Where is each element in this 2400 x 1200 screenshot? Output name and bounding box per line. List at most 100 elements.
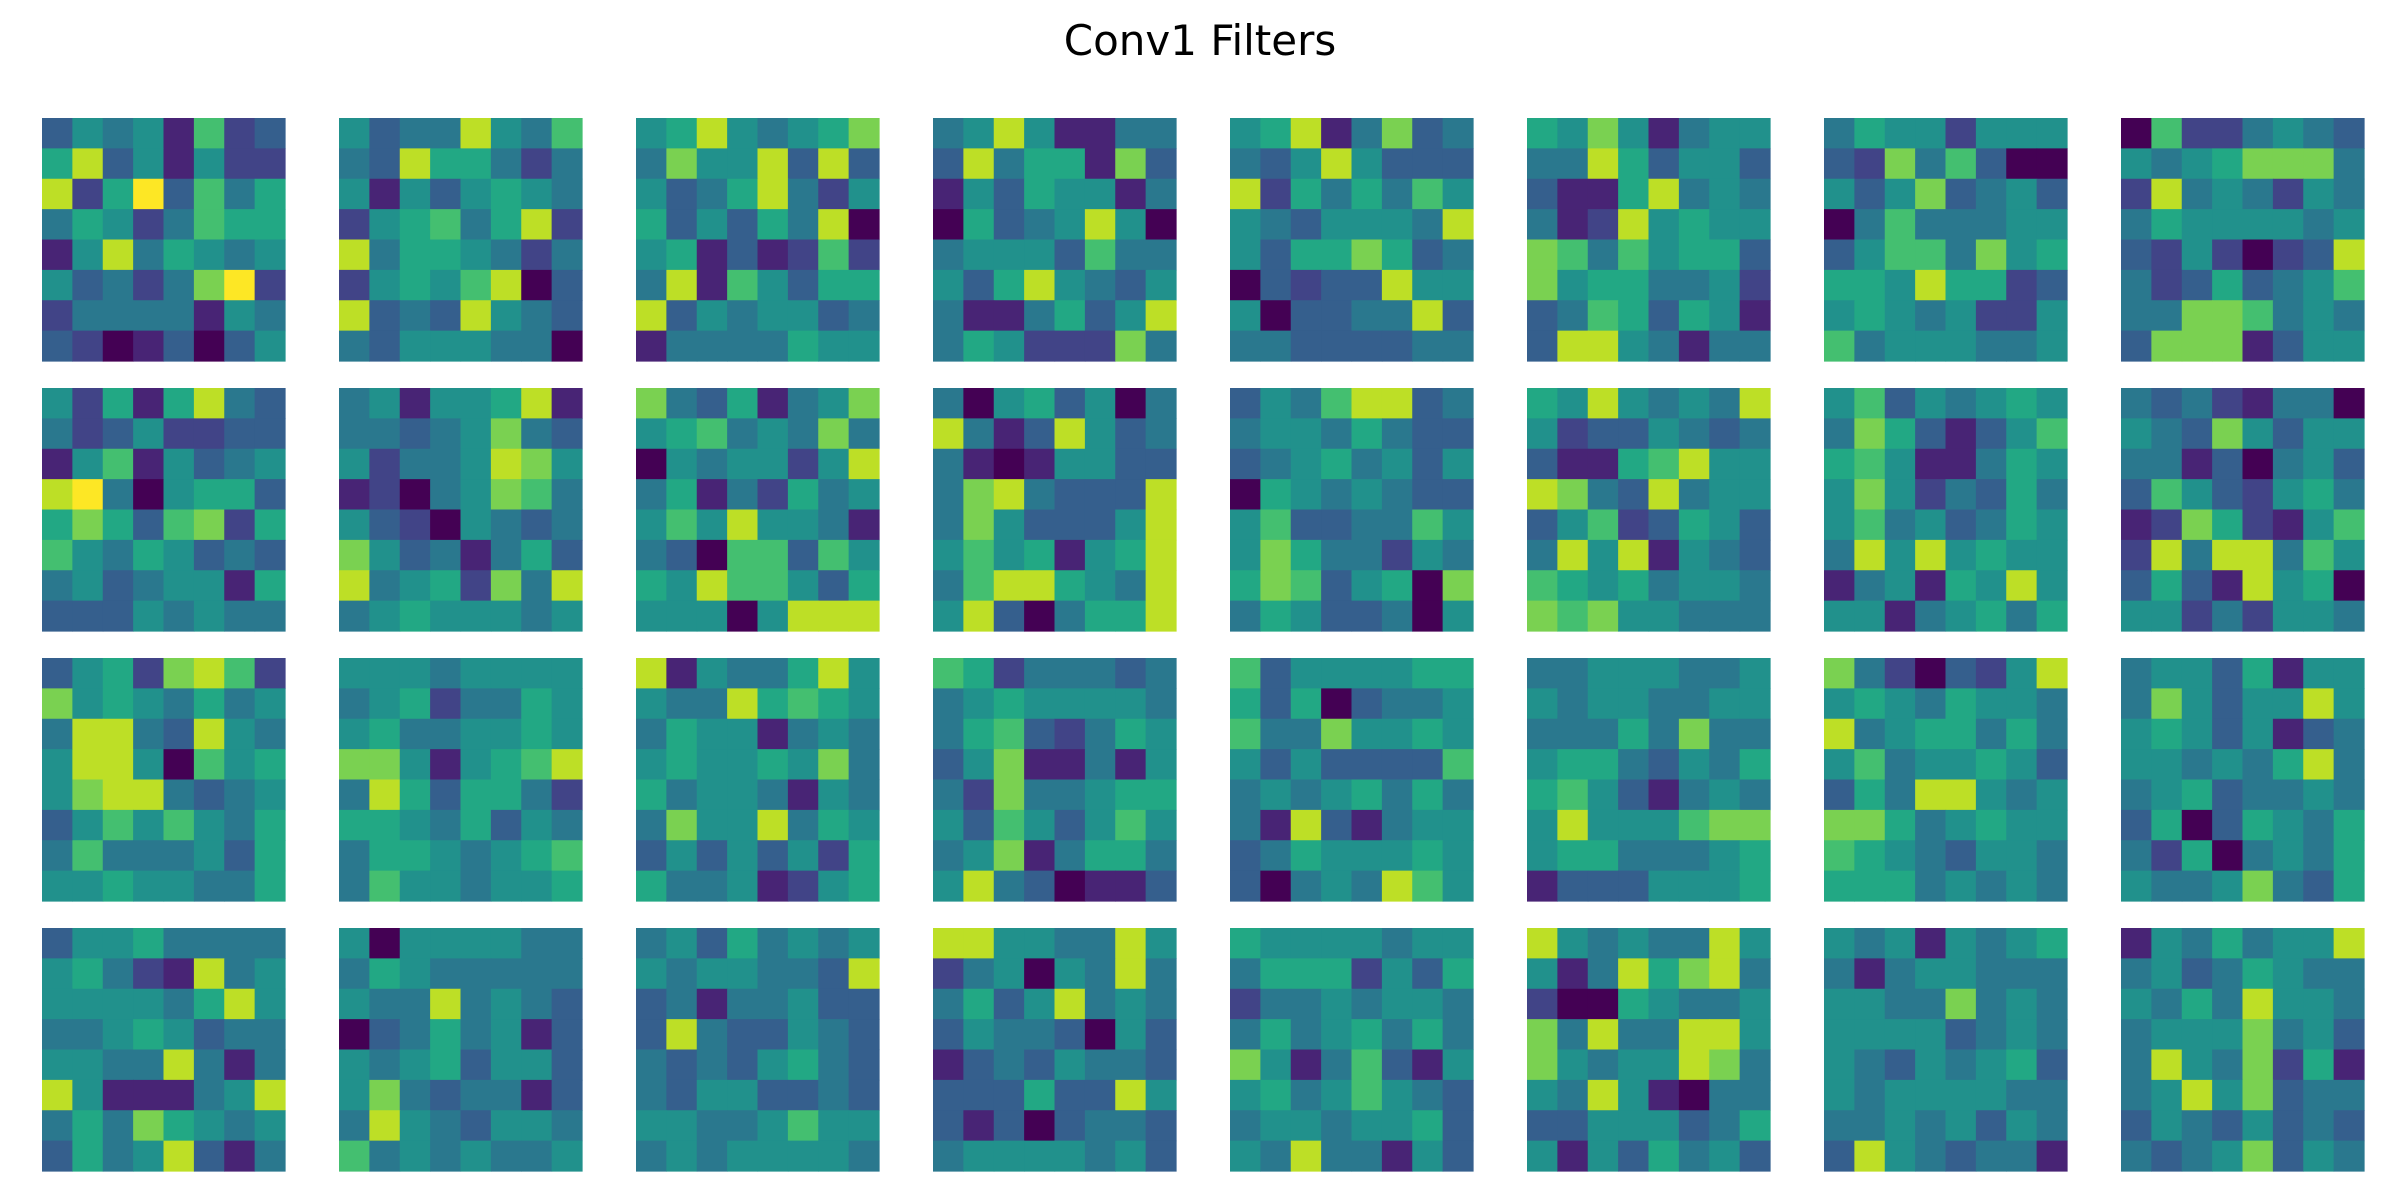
filter-cell bbox=[993, 148, 1025, 180]
filter-cell bbox=[787, 418, 819, 450]
filter-cell bbox=[1054, 1049, 1086, 1081]
filter-cell bbox=[1618, 958, 1650, 990]
filter-cell bbox=[2151, 269, 2183, 301]
filter-cell bbox=[1678, 479, 1710, 511]
filter-cell bbox=[1230, 539, 1261, 571]
filter-cell bbox=[1145, 1019, 1177, 1051]
filter-cell bbox=[1351, 988, 1383, 1020]
filter-cell bbox=[1739, 1079, 1771, 1111]
filter-cell bbox=[430, 688, 462, 720]
filter-cell bbox=[254, 779, 286, 811]
filter-cell bbox=[163, 1019, 195, 1051]
filter-cell bbox=[696, 148, 728, 180]
filter-cell bbox=[2333, 448, 2365, 480]
filter-cell bbox=[2242, 148, 2274, 180]
filter-cell bbox=[1381, 418, 1413, 450]
filter-cell bbox=[1442, 239, 1474, 271]
filter-cell bbox=[369, 479, 401, 511]
filter-cell bbox=[1945, 840, 1977, 872]
filter-cell bbox=[1084, 1110, 1116, 1142]
filter-cell bbox=[1115, 479, 1147, 511]
filter-cell bbox=[727, 809, 759, 841]
filter-cell bbox=[848, 418, 880, 450]
filter-cell bbox=[369, 570, 401, 602]
filter-cell bbox=[339, 718, 370, 750]
filter-cell bbox=[2151, 1019, 2183, 1051]
filter-cell bbox=[1945, 509, 1977, 541]
filter-cell bbox=[1442, 1049, 1474, 1081]
filter-cell bbox=[42, 448, 73, 480]
filter-cell bbox=[2272, 658, 2304, 689]
filter-cell bbox=[1115, 809, 1147, 841]
filter-cell bbox=[163, 988, 195, 1020]
filter-cell bbox=[933, 718, 964, 750]
filter-cell bbox=[430, 448, 462, 480]
filter-cell bbox=[2181, 448, 2213, 480]
filter-cell bbox=[1915, 749, 1947, 781]
filter-cell bbox=[1115, 448, 1147, 480]
filter-cell bbox=[1145, 1110, 1177, 1142]
filter-cell bbox=[1412, 239, 1444, 271]
filter-cell bbox=[1709, 749, 1741, 781]
filter-cell bbox=[727, 269, 759, 301]
filter-cell bbox=[224, 600, 256, 632]
filter-cell bbox=[1412, 658, 1444, 689]
filter-cell bbox=[1230, 600, 1261, 632]
filter-cell bbox=[1230, 239, 1261, 271]
filter-cell bbox=[787, 1019, 819, 1051]
filter-cell bbox=[2333, 330, 2365, 362]
filter-cell bbox=[1648, 509, 1680, 541]
filter-cell bbox=[1648, 388, 1680, 419]
filter-cell bbox=[1442, 269, 1474, 301]
filter-cell bbox=[193, 539, 225, 571]
filter-cell bbox=[1321, 870, 1353, 902]
filter-cell bbox=[848, 958, 880, 990]
filter-cell bbox=[1442, 958, 1474, 990]
filter-cell bbox=[1115, 779, 1147, 811]
filter-cell bbox=[224, 1079, 256, 1111]
filter-cell bbox=[1084, 418, 1116, 450]
filter-cell bbox=[1557, 570, 1589, 602]
filter-cell bbox=[2333, 418, 2365, 450]
filter-cell bbox=[2272, 570, 2304, 602]
filter-cell bbox=[102, 509, 134, 541]
filter-cell bbox=[551, 1079, 583, 1111]
filter-cell bbox=[963, 840, 995, 872]
filter-cell bbox=[818, 209, 850, 241]
filter-cell bbox=[163, 1049, 195, 1081]
filter-cell bbox=[1854, 509, 1886, 541]
filter-cell bbox=[696, 840, 728, 872]
filter-cell bbox=[757, 330, 789, 362]
filter-cell bbox=[1290, 809, 1322, 841]
filter-cell bbox=[1648, 1019, 1680, 1051]
filter-cell bbox=[727, 300, 759, 332]
filter-cell bbox=[993, 718, 1025, 750]
filter-cell bbox=[1739, 1140, 1771, 1172]
filter-cell bbox=[636, 1049, 667, 1081]
filter-cell bbox=[1975, 870, 2007, 902]
filter-cell bbox=[727, 1049, 759, 1081]
filter-cell bbox=[757, 448, 789, 480]
filter-cell bbox=[1678, 988, 1710, 1020]
filter-cell bbox=[1824, 209, 1855, 241]
filter-cell bbox=[1557, 600, 1589, 632]
filter-cell bbox=[933, 1049, 964, 1081]
filter-cell bbox=[1678, 418, 1710, 450]
filter-cell bbox=[2242, 269, 2274, 301]
filter-cell bbox=[1587, 448, 1619, 480]
filter-cell bbox=[369, 1049, 401, 1081]
filter-cell bbox=[193, 148, 225, 180]
filter-cell bbox=[369, 300, 401, 332]
filter-panel-24 bbox=[2121, 658, 2365, 902]
filter-cell bbox=[369, 718, 401, 750]
filter-cell bbox=[1115, 300, 1147, 332]
filter-cell bbox=[2006, 1140, 2038, 1172]
filter-cell bbox=[133, 688, 165, 720]
filter-cell bbox=[2036, 330, 2068, 362]
filter-cell bbox=[2036, 658, 2068, 689]
filter-cell bbox=[1854, 958, 1886, 990]
filter-cell bbox=[399, 118, 431, 149]
filter-cell bbox=[1381, 749, 1413, 781]
filter-cell bbox=[666, 928, 698, 959]
filter-cell bbox=[666, 1049, 698, 1081]
